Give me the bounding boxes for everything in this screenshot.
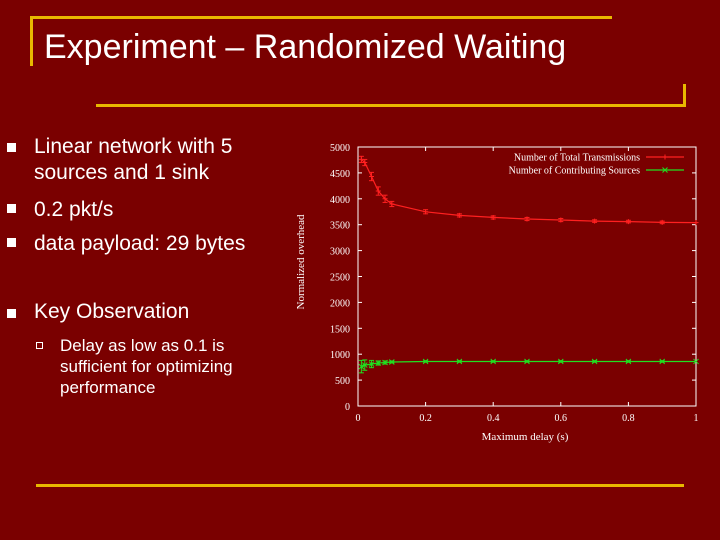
data-point [659, 219, 665, 225]
x-axis-label: Maximum delay (s) [482, 431, 569, 443]
data-point [382, 196, 388, 202]
y-tick-label: 4500 [330, 169, 350, 180]
data-point [422, 358, 429, 365]
series-1 [358, 358, 699, 374]
y-tick-label: 0 [345, 402, 350, 413]
data-point [693, 358, 699, 365]
data-point [361, 362, 368, 368]
bullet-marker-square [7, 204, 16, 213]
y-tick-label: 3500 [330, 221, 350, 232]
data-point [625, 219, 631, 225]
data-point [490, 214, 496, 220]
bullet-marker-square [7, 309, 16, 318]
data-point [456, 358, 463, 365]
chart-legend: Number of Total Transmissions Number of C… [509, 153, 684, 177]
legend-marker [662, 167, 668, 173]
y-tick-label: 5000 [330, 143, 350, 154]
y-tick-label: 1500 [330, 324, 350, 335]
x-tick-label: 0.4 [487, 413, 500, 424]
data-point [375, 360, 382, 366]
y-tick-label: 500 [335, 376, 350, 387]
bullet-network: Linear network with 5 sources and 1 sink [34, 135, 233, 184]
y-tick-label: 4000 [330, 195, 350, 206]
x-tick-label: 1 [694, 413, 699, 424]
plot-area [290, 132, 710, 452]
y-tick-label: 1000 [330, 350, 350, 361]
series-0 [358, 155, 699, 226]
data-point [490, 358, 497, 365]
data-point [456, 212, 462, 218]
x-tick-label: 0.6 [555, 413, 568, 424]
bottom-rule [36, 484, 684, 487]
data-point [388, 359, 395, 365]
data-point [375, 188, 381, 194]
data-point [659, 358, 666, 365]
y-axis-label: Normalized overhead [295, 214, 307, 309]
data-point [358, 363, 365, 370]
y-tick-label: 3000 [330, 247, 350, 258]
x-tick-label: 0.8 [622, 413, 635, 424]
sub-bullet-marker [36, 342, 43, 349]
data-point [389, 201, 395, 207]
chart-series [358, 155, 699, 374]
legend-label: Number of Total Transmissions [514, 153, 640, 164]
data-point [524, 358, 530, 365]
overhead-chart: 0 500 1000 1500 2000 2500 3000 3500 4000 4500 5000… [290, 132, 710, 452]
data-point [362, 160, 368, 166]
top-frame-line [30, 16, 612, 19]
bullet-key-observation: Key Observation [34, 300, 190, 323]
sub-bullet-delay: Delay as low as 0.1 is sufficient for op… [60, 336, 233, 397]
slide-title: Experiment – Randomized Waiting [44, 28, 567, 66]
data-point [524, 216, 530, 222]
data-point [558, 217, 564, 223]
bullet-rate: 0.2 pkt/s [34, 198, 114, 221]
right-frame-line [683, 84, 686, 107]
legend-label: Number of Contributing Sources [509, 166, 640, 177]
chart-axes: 0 500 1000 1500 2000 2500 3000 3500 4000 4500 5000… [330, 143, 699, 424]
data-point [369, 174, 375, 180]
bullet-marker-square [7, 143, 16, 152]
data-point [382, 359, 388, 366]
legend-marker [662, 154, 668, 160]
data-point [423, 209, 429, 215]
y-tick-label: 2000 [330, 298, 350, 309]
x-tick-label: 0 [356, 413, 361, 424]
y-tick-label: 2500 [330, 273, 350, 284]
bullet-payload: data payload: 29 bytes [34, 232, 246, 255]
left-frame-line [30, 16, 33, 66]
title-underline [96, 104, 686, 107]
data-point [693, 220, 699, 226]
data-point [592, 218, 598, 224]
x-tick-label: 0.2 [419, 413, 432, 424]
data-point [557, 358, 564, 365]
data-point [368, 361, 375, 367]
bullet-marker-square [7, 238, 16, 247]
data-point [591, 358, 598, 365]
data-point [625, 358, 632, 365]
